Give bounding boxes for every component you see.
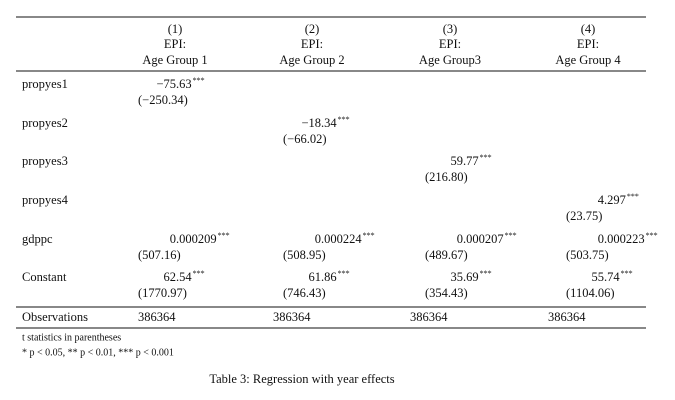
t-statistic: (508.95): [283, 248, 326, 262]
coefficient: 35.69: [451, 270, 479, 284]
coefficient: 0.000207: [457, 232, 504, 246]
significance-stars: ***: [621, 269, 633, 278]
significance-stars: ***: [363, 231, 375, 240]
column-header: (3): [443, 22, 458, 36]
row-label: gdppc: [22, 232, 53, 246]
column-header: EPI:: [301, 37, 323, 51]
observations: 386364: [138, 310, 176, 324]
row-label: Observations: [22, 310, 88, 324]
table-note: * p < 0.05, ** p < 0.01, *** p < 0.001: [22, 347, 174, 358]
table-caption: Table 3: Regression with year effects: [209, 372, 394, 386]
coefficient: 61.86: [309, 270, 337, 284]
t-statistic: (−250.34): [138, 93, 188, 107]
t-statistic: (507.16): [138, 248, 181, 262]
significance-stars: ***: [627, 192, 639, 201]
coefficient: −75.63: [156, 77, 191, 91]
coefficient: 4.297: [598, 193, 626, 207]
significance-stars: ***: [193, 76, 205, 85]
coefficient: −18.34: [301, 116, 337, 130]
t-statistic: (489.67): [425, 248, 468, 262]
row-label: propyes3: [22, 154, 68, 168]
t-statistic: (354.43): [425, 286, 468, 300]
observations: 386364: [410, 310, 448, 324]
coefficient: 0.000223: [598, 232, 645, 246]
column-header: EPI:: [577, 37, 599, 51]
row-label: propyes4: [22, 193, 69, 207]
column-header: EPI:: [439, 37, 461, 51]
t-statistic: (216.80): [425, 170, 468, 184]
coefficient: 0.000224: [315, 232, 363, 246]
observations: 386364: [548, 310, 586, 324]
t-statistic: (23.75): [566, 209, 602, 223]
significance-stars: ***: [338, 269, 350, 278]
t-statistic: (1770.97): [138, 286, 187, 300]
column-header: (4): [581, 22, 596, 36]
significance-stars: ***: [480, 153, 492, 162]
t-statistic: (−66.02): [283, 132, 327, 146]
significance-stars: ***: [505, 231, 517, 240]
observations: 386364: [273, 310, 311, 324]
row-label: propyes2: [22, 116, 68, 130]
significance-stars: ***: [338, 115, 350, 124]
column-header: EPI:: [164, 37, 186, 51]
significance-stars: ***: [646, 231, 658, 240]
coefficient: 0.000209: [170, 232, 217, 246]
coefficient: 62.54: [164, 270, 193, 284]
t-statistic: (503.75): [566, 248, 609, 262]
column-header: Age Group 1: [142, 53, 207, 67]
t-statistic: (746.43): [283, 286, 326, 300]
table-note: t statistics in parentheses: [22, 332, 121, 343]
coefficient: 59.77: [451, 154, 479, 168]
significance-stars: ***: [218, 231, 230, 240]
column-header: (1): [168, 22, 183, 36]
t-statistic: (1104.06): [566, 286, 615, 300]
significance-stars: ***: [193, 269, 205, 278]
row-label: propyes1: [22, 77, 68, 91]
coefficient: 55.74: [592, 270, 621, 284]
column-header: (2): [305, 22, 320, 36]
column-header: Age Group 4: [555, 53, 621, 67]
significance-stars: ***: [480, 269, 492, 278]
column-header: Age Group3: [419, 53, 481, 67]
column-header: Age Group 2: [279, 53, 344, 67]
row-label: Constant: [22, 270, 67, 284]
